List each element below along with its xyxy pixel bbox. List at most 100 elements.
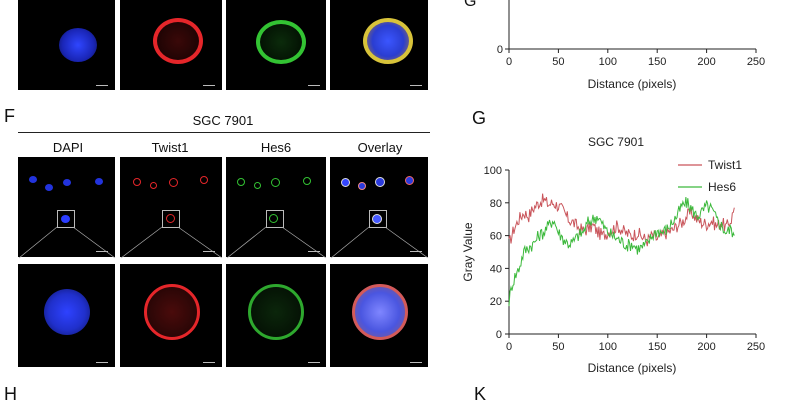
top-dapi-image	[18, 0, 115, 90]
y-axis-title: Gray Value	[461, 222, 475, 281]
y-tick-label: 0	[497, 44, 503, 56]
twist1-cell	[166, 214, 175, 223]
panel-letter-k: K	[474, 384, 487, 404]
hes6-cell	[237, 178, 245, 186]
dapi-nucleus	[95, 178, 103, 185]
scale-bar	[410, 362, 422, 363]
x-tick-label: 0	[506, 56, 512, 68]
zoom-box	[369, 210, 387, 228]
y-tick-label: 60	[490, 231, 502, 243]
overlay-zoom-image	[330, 264, 428, 367]
x-tick-label: 200	[697, 56, 715, 68]
zoom-line	[177, 226, 223, 259]
scale-bar	[203, 251, 215, 252]
twist1-field-image	[120, 157, 222, 257]
panel-letter-g: G	[472, 108, 487, 128]
scale-bar	[308, 362, 320, 363]
panel-f-title: SGC 7901	[192, 113, 254, 128]
title-underline	[18, 132, 430, 133]
column-label-dapi: DAPI	[52, 140, 84, 155]
overlay-cell	[372, 214, 382, 224]
scale-bar	[203, 362, 215, 363]
y-ticks: 0 20 40 60 80 100	[484, 165, 509, 341]
zoom-box	[57, 210, 75, 228]
overlay-field-image	[330, 157, 428, 257]
top-hes6-image	[226, 0, 326, 90]
hes6-cell	[271, 178, 280, 187]
y-tick-label: 80	[490, 198, 502, 210]
x-tick-label: 250	[747, 341, 765, 353]
scale-bar	[96, 362, 108, 363]
scale-bar	[410, 251, 422, 252]
twist1-cell	[153, 18, 203, 64]
twist1-zoom-image	[120, 264, 222, 367]
y-tick-label: 20	[490, 296, 502, 308]
overlay-cell	[358, 182, 366, 190]
panel-letter-f: F	[4, 106, 15, 126]
dapi-nucleus	[63, 179, 71, 186]
zoom-connectors	[18, 226, 429, 259]
zoom-line	[226, 226, 267, 259]
panel-letter-h: H	[4, 384, 17, 404]
hes6-cell	[248, 284, 304, 340]
zoom-line	[281, 226, 327, 259]
dapi-field-image	[18, 157, 115, 257]
scale-bar	[410, 85, 422, 86]
overlay-cell	[405, 176, 414, 185]
overlay-cell	[375, 177, 385, 187]
dapi-zoom-image	[18, 264, 115, 367]
x-tick-label: 150	[648, 56, 666, 68]
twist1-cell	[200, 176, 208, 184]
hes6-zoom-image	[226, 264, 326, 367]
x-ticks: 0 50 100 150 200 250	[506, 49, 765, 68]
x-axis-title: Distance (pixels)	[588, 77, 677, 91]
y-tick-label: 100	[484, 165, 502, 177]
x-axis-title: Distance (pixels)	[588, 361, 677, 375]
scale-bar	[203, 85, 215, 86]
zoom-box	[266, 210, 284, 228]
dapi-nucleus	[45, 184, 53, 191]
chart-title: SGC 7901	[588, 135, 644, 149]
column-label-hes6: Hes6	[260, 140, 292, 155]
y-tick-label: 40	[490, 263, 502, 275]
legend: Twist1 Hes6	[678, 158, 742, 194]
y-tick-label: 0	[496, 329, 502, 341]
series-line-hes6	[508, 197, 735, 307]
hes6-cell	[303, 177, 311, 185]
x-tick-label: 150	[648, 341, 666, 353]
zoom-line	[120, 226, 163, 259]
dapi-nucleus	[61, 215, 70, 223]
zoom-line	[384, 226, 429, 259]
dapi-nucleus	[59, 28, 97, 62]
dapi-nucleus	[44, 289, 90, 335]
zoom-line	[18, 226, 58, 259]
top-overlay-image	[330, 0, 428, 90]
scale-bar	[96, 85, 108, 86]
x-tick-label: 0	[506, 341, 512, 353]
legend-label-hes6: Hes6	[708, 180, 736, 194]
x-ticks: 0 50 100 150 200 250	[506, 334, 765, 353]
overlay-cell	[352, 284, 408, 340]
x-tick-label: 50	[552, 341, 564, 353]
hes6-field-image	[226, 157, 326, 257]
x-tick-label: 250	[747, 56, 765, 68]
panel-g-chart: SGC 7901 0 20 40 60 80 100 0 50 100 150 200 250 Tw…	[461, 135, 765, 375]
series-line-twist1	[508, 193, 735, 247]
column-label-twist1: Twist1	[151, 140, 189, 155]
twist1-cell	[133, 178, 141, 186]
zoom-line	[330, 226, 370, 259]
overlay-cell	[341, 178, 350, 187]
overlay-cell	[363, 18, 413, 64]
twist1-cell	[169, 178, 178, 187]
dapi-nucleus	[29, 176, 37, 183]
x-tick-label: 200	[697, 341, 715, 353]
panel-letter-e-fragment: G	[464, 0, 476, 10]
zoom-line	[72, 226, 116, 259]
column-label-overlay: Overlay	[357, 140, 403, 155]
x-tick-label: 50	[552, 56, 564, 68]
twist1-cell	[150, 182, 157, 189]
scale-bar	[96, 251, 108, 252]
legend-label-twist1: Twist1	[708, 158, 742, 172]
top-partial-chart: G 0 50 100 150 200 250 0 Distance (pixels)	[464, 0, 765, 91]
x-tick-label: 100	[599, 341, 617, 353]
